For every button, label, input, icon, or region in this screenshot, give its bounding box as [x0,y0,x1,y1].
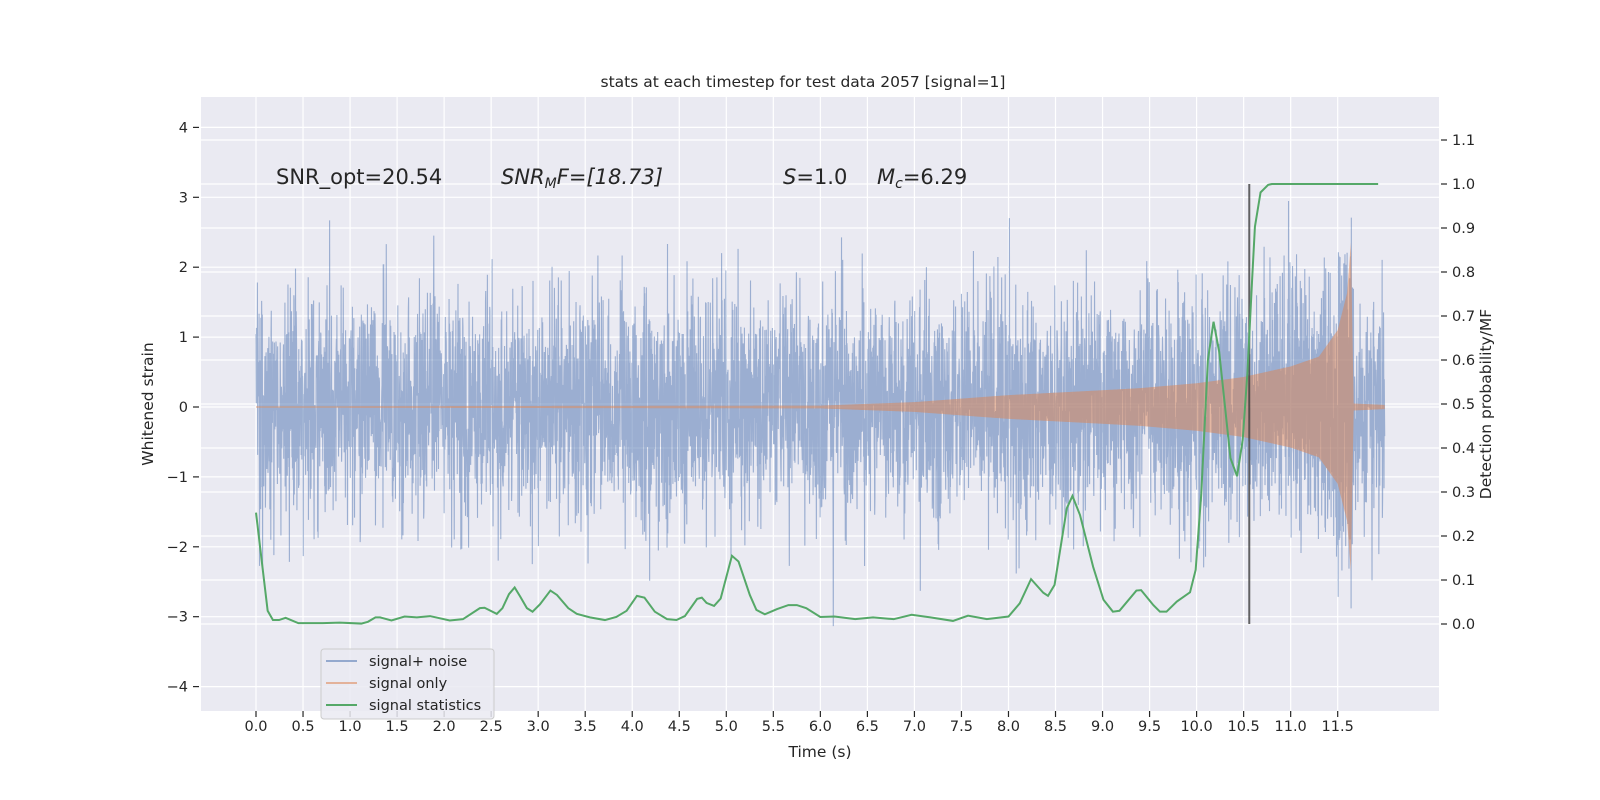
x-tick-label: 9.5 [1138,719,1161,735]
legend: signal+ noise signal only signal statist… [320,648,495,720]
mc-symbol: M [877,165,895,189]
s-value: =1.0 [796,165,847,189]
x-axis-label: Time (s) [787,743,851,761]
y-tick-label-left: −2 [167,540,188,556]
chart-title: stats at each timestep for test data 205… [601,73,1006,91]
y-tick-label-right: 0.0 [1452,617,1475,633]
y-tick-label-left: 2 [179,260,188,276]
s-symbol: S [783,165,796,189]
y-tick-label-left: −1 [167,470,188,486]
x-tick-label: 6.0 [809,719,832,735]
annotation-snr-mf: SNRMF=[18.73] [501,165,663,192]
x-tick-label: 2.0 [433,719,456,735]
y-axis-label-left: Whitened strain [139,342,157,465]
x-tick-label: 0.5 [291,719,314,735]
y-tick-label-right: 0.5 [1452,397,1475,413]
y-tick-label-right: 0.2 [1452,529,1475,545]
x-tick-label: 11.5 [1322,719,1354,735]
x-tick-label: 7.5 [950,719,973,735]
y-tick-label-right: 0.9 [1452,221,1475,237]
y-tick-label-right: 0.3 [1452,485,1475,501]
annotation-mc: Mc=6.29 [877,165,967,192]
x-tick-label: 2.5 [480,719,503,735]
x-tick-label: 10.5 [1227,719,1259,735]
x-tick-label: 7.0 [903,719,926,735]
x-tick-label: 4.5 [668,719,691,735]
mc-sub: c [895,176,903,192]
y-tick-label-right: 0.7 [1452,309,1475,325]
annotation-snr-opt: SNR_opt=20.54 [276,165,442,190]
legend-label-signal: signal only [369,676,448,692]
plot-content [255,183,1386,627]
y-axis-label-right: Detection probability/MF [1477,309,1495,500]
snr-mf-base: SNR [501,165,545,189]
y-tick-label-right: 0.1 [1452,573,1475,589]
x-tick-label: 1.0 [339,719,362,735]
legend-label-stat: signal statistics [369,698,481,714]
x-tick-label: 8.5 [1044,719,1067,735]
y-tick-label-left: 3 [179,190,188,206]
x-tick-label: 4.0 [621,719,644,735]
series-signal-statistics [255,183,1379,625]
snr-mf-rest: F=[18.73] [557,165,663,189]
y-tick-label-left: 1 [179,330,188,346]
mc-value: =6.29 [903,165,967,189]
x-tick-label: 5.0 [715,719,738,735]
x-tick-label: 10.0 [1180,719,1212,735]
snr-mf-sub: M [545,176,557,192]
x-tick-label: 3.0 [527,719,550,735]
y-tick-label-left: 4 [179,120,188,136]
y-tick-label-right: 0.4 [1452,441,1475,457]
y-tick-label-left: −4 [167,680,188,696]
y-tick-label-left: −3 [167,610,188,626]
legend-box [320,648,495,720]
y-tick-label-right: 1.0 [1452,177,1475,193]
x-tick-label: 5.5 [762,719,785,735]
x-tick-label: 9.0 [1091,719,1114,735]
y-tick-label-right: 1.1 [1452,133,1475,149]
legend-label-noise: signal+ noise [369,654,467,670]
series-signal-only [256,242,1385,572]
y-tick-label-right: 0.8 [1452,265,1475,281]
annotation-s: S=1.0 [783,165,847,189]
y-tick-label-right: 0.6 [1452,353,1475,369]
y-tick-label-left: 0 [179,400,188,416]
x-tick-label: 6.5 [856,719,879,735]
x-tick-label: 11.0 [1275,719,1307,735]
x-tick-label: 0.0 [244,719,267,735]
axis-ticks: 0.0 0.5 1.0 1.5 2.0 2.5 3.0 3.5 4.0 4.5 5.0 5.5 6.0 6… [167,120,1475,735]
x-tick-label: 1.5 [386,719,409,735]
series-signal-plus-noise [255,201,1386,627]
x-tick-label: 3.5 [574,719,597,735]
x-tick-label: 8.0 [997,719,1020,735]
